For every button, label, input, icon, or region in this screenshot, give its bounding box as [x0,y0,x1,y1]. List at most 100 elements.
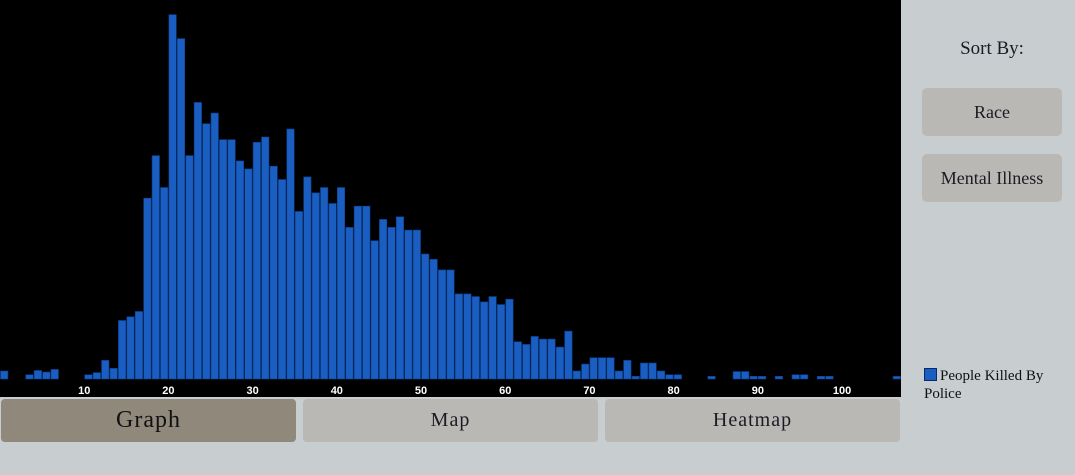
histogram-bar [564,330,573,380]
x-tick-label: 90 [752,385,764,397]
histogram-bar [749,376,758,380]
histogram-bar [471,296,480,380]
histogram-bar [513,341,522,380]
histogram-bar [555,346,564,380]
histogram-bar [572,370,581,380]
x-tick-label: 10 [78,385,90,397]
histogram-bar [623,360,632,380]
x-tick-label: 70 [583,385,595,397]
histogram-bar [33,370,42,380]
histogram-bar [454,293,463,380]
histogram-bar [505,298,514,380]
histogram-bar [353,205,362,380]
histogram-bar [429,259,438,380]
histogram-bar [252,142,261,380]
histogram-bar [488,296,497,380]
histogram-bar [227,139,236,380]
histogram-bar [370,240,379,380]
histogram-bar [387,227,396,380]
histogram-bar [210,112,219,380]
histogram-bar [337,187,346,380]
histogram-bar [707,376,716,380]
histogram-bar [193,102,202,380]
x-tick-label: 50 [415,385,427,397]
histogram-bar [741,371,750,380]
histogram-chart: 10 20 30 40 50 60 70 80 90 100 [0,0,901,397]
histogram-bar [530,336,539,380]
histogram-bar [463,293,472,380]
histogram-bar [168,14,177,380]
tab-map[interactable]: Map [303,399,598,442]
histogram-bar [303,176,312,380]
histogram-bar [421,253,430,380]
x-tick-label: 40 [331,385,343,397]
histogram-bar [126,316,135,380]
histogram-bar [101,360,110,380]
histogram-bar [825,376,834,380]
legend-swatch [924,368,937,381]
histogram-bar [581,363,590,380]
histogram-bar [278,179,287,380]
histogram-bar [732,371,741,380]
histogram-bar [480,301,489,380]
histogram-bar [362,205,371,380]
histogram-bar [404,229,413,380]
histogram-bar [118,320,127,380]
histogram-bar [311,192,320,380]
histogram-bar [320,187,329,380]
histogram-bar [800,374,809,380]
legend-label: People Killed By Police [924,368,1044,402]
histogram-bar [656,370,666,380]
sort-by-title: Sort By: [960,38,1024,59]
histogram-bar [50,369,59,380]
histogram-bar [202,123,211,380]
histogram-bar [328,203,337,380]
x-tick-label: 30 [246,385,258,397]
x-tick-label: 100 [833,385,851,397]
histogram-bar [614,370,623,380]
histogram-bar [758,376,767,380]
sort-race-button[interactable]: Race [922,88,1062,136]
histogram-bar [522,344,531,380]
histogram-bar [109,368,118,380]
x-tick-label: 80 [668,385,680,397]
histogram-bar [345,227,354,380]
histogram-bar [606,357,615,380]
histogram-bar [547,338,556,380]
histogram-bar [235,160,244,380]
histogram-bar [84,374,93,380]
histogram-bar [816,376,826,380]
histogram-bar [0,370,9,380]
histogram-bar [379,219,388,380]
histogram-bar [185,155,194,380]
histogram-bar [269,165,278,380]
chart-legend: People Killed By Police [924,367,1064,403]
histogram-bar [143,197,152,380]
histogram-bar [631,376,640,380]
sort-mental-illness-button[interactable]: Mental Illness [922,154,1062,202]
histogram-svg: 10 20 30 40 50 60 70 80 90 100 [0,14,901,397]
histogram-bar [892,376,901,380]
histogram-bar [160,187,169,380]
histogram-bar [395,216,404,380]
histogram-bar [244,168,253,380]
histogram-bar [219,139,228,380]
histogram-bar [25,374,34,380]
histogram-bar [446,269,455,380]
x-tick-label: 20 [162,385,174,397]
tab-heatmap[interactable]: Heatmap [605,399,900,442]
histogram-bar [134,311,143,380]
histogram-bar [151,155,160,380]
tab-graph[interactable]: Graph [1,399,296,442]
histogram-bar [598,357,607,380]
histogram-bar [438,269,447,380]
histogram-bar [673,374,682,380]
histogram-bar [261,136,270,380]
x-tick-label: 60 [499,385,511,397]
histogram-bar [791,374,800,380]
histogram-bar [539,338,548,380]
histogram-bar [92,372,101,380]
histogram-bar [774,376,783,380]
histogram-bar [648,362,657,380]
histogram-bar [589,357,598,380]
